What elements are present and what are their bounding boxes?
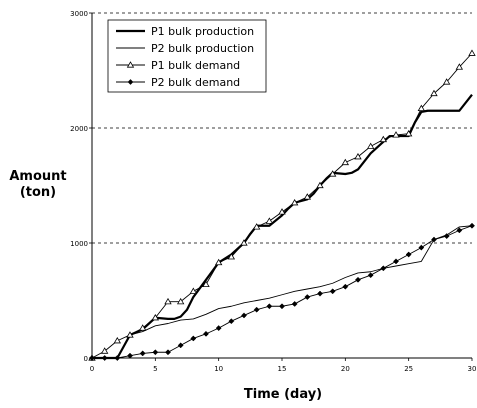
data-point — [443, 233, 450, 240]
data-point — [405, 251, 412, 258]
data-point — [393, 258, 399, 265]
data-point — [341, 158, 350, 166]
data-point — [266, 303, 273, 310]
data-point — [468, 49, 476, 56]
data-point — [354, 152, 362, 160]
data-point — [177, 342, 184, 349]
data-point — [279, 303, 285, 310]
data-point — [404, 129, 413, 137]
legend-entry: P2 bulk production — [116, 42, 254, 55]
data-point — [151, 313, 160, 321]
data-point — [165, 349, 171, 356]
data-point — [456, 227, 463, 234]
data-point — [342, 283, 349, 290]
data-point — [101, 355, 108, 361]
y-tick-label: 0 — [84, 355, 88, 363]
data-point — [380, 265, 387, 272]
y-tick-label: 1000 — [70, 240, 88, 248]
x-tick-label: 25 — [404, 365, 413, 373]
legend-marker — [127, 79, 134, 85]
data-point — [278, 208, 286, 215]
x-tick-label: 5 — [153, 365, 157, 373]
data-point — [202, 280, 210, 288]
data-point — [392, 131, 400, 138]
legend-label: P2 bulk demand — [151, 76, 240, 89]
data-point — [366, 142, 375, 150]
series-4 — [89, 222, 475, 361]
data-point — [328, 170, 337, 177]
data-point — [215, 325, 222, 332]
series-line — [92, 93, 473, 360]
data-point — [455, 63, 464, 70]
data-point — [469, 222, 475, 229]
data-point — [290, 198, 299, 206]
x-tick-label: 30 — [468, 365, 477, 373]
data-point — [139, 350, 146, 357]
legend-entry: P2 bulk demand — [116, 76, 240, 89]
data-point — [316, 181, 324, 189]
x-tick-label: 15 — [278, 365, 287, 373]
data-point — [203, 330, 209, 337]
x-axis-title: Time (day) — [244, 387, 322, 402]
y-axis-title-line1: Amount — [9, 169, 66, 184]
data-point — [379, 135, 388, 143]
x-tick-label: 0 — [90, 365, 94, 373]
data-point — [317, 290, 323, 297]
data-point — [164, 297, 172, 305]
data-point — [355, 276, 361, 283]
data-point — [418, 244, 425, 251]
series-2 — [92, 225, 473, 359]
x-tick-label: 20 — [341, 365, 350, 373]
data-point — [227, 252, 236, 260]
series-layer — [88, 49, 476, 361]
data-point — [252, 223, 261, 230]
legend-entry: P1 bulk demand — [116, 59, 240, 72]
data-point — [241, 312, 247, 319]
legend-entry: P1 bulk production — [116, 25, 254, 38]
data-point — [442, 78, 451, 85]
data-point — [304, 294, 311, 301]
data-point — [291, 300, 298, 307]
legend-label: P2 bulk production — [151, 42, 254, 55]
data-point — [303, 193, 312, 200]
y-axis-title-line2: (ton) — [20, 185, 56, 200]
data-point — [430, 89, 438, 97]
data-point — [100, 347, 109, 354]
data-point — [190, 335, 197, 342]
data-point — [367, 272, 374, 279]
data-point — [176, 297, 185, 305]
data-point — [127, 352, 133, 359]
data-point — [431, 236, 437, 243]
legend-label: P1 bulk demand — [151, 59, 240, 72]
data-point — [113, 336, 122, 344]
data-point — [417, 104, 426, 112]
data-point — [240, 239, 248, 246]
y-tick-labels: 0 1000 2000 3000 — [70, 10, 92, 363]
data-point — [329, 288, 336, 295]
legend-label: P1 bulk production — [151, 25, 254, 38]
series-line — [92, 225, 473, 359]
legend-marker — [126, 61, 135, 68]
legend: P1 bulk production P2 bulk production P1 b… — [107, 19, 267, 93]
series-line — [91, 52, 473, 359]
data-point — [89, 355, 95, 361]
data-point — [152, 349, 159, 356]
y-tick-label: 3000 — [70, 10, 88, 18]
y-tick-label: 2000 — [70, 125, 88, 133]
series-3 — [88, 49, 476, 361]
data-point — [214, 258, 223, 266]
data-point — [189, 287, 198, 294]
x-tick-labels: 0 5 10 15 20 25 30 — [90, 358, 477, 373]
data-point — [253, 306, 260, 313]
x-tick-label: 10 — [214, 365, 223, 373]
series-line — [92, 225, 473, 359]
data-point — [126, 331, 134, 338]
series-1 — [92, 93, 473, 360]
data-point — [265, 217, 274, 224]
data-point — [114, 355, 121, 361]
data-point — [228, 318, 235, 325]
data-point — [138, 324, 147, 331]
